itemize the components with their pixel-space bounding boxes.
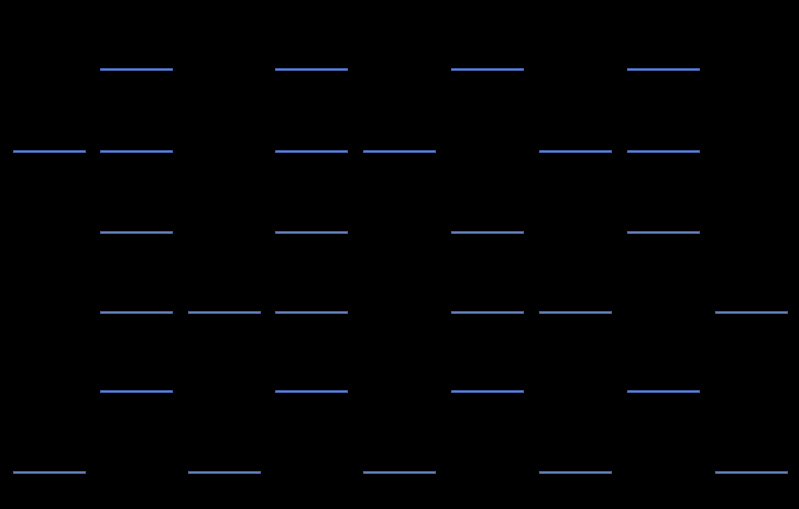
line-segment xyxy=(627,150,700,153)
line-segment xyxy=(275,150,348,153)
line-segment xyxy=(13,471,86,474)
line-segment xyxy=(627,68,700,71)
line-segment xyxy=(539,471,612,474)
line-segment xyxy=(451,68,524,71)
line-segment xyxy=(363,471,436,474)
line-segment xyxy=(275,311,348,314)
line-segment xyxy=(100,311,173,314)
line-segment xyxy=(188,471,261,474)
line-segment xyxy=(451,311,524,314)
line-segment xyxy=(100,390,173,393)
line-segment xyxy=(100,150,173,153)
line-segment xyxy=(715,311,788,314)
line-segment xyxy=(539,150,612,153)
line-segment xyxy=(100,231,173,234)
line-segment xyxy=(715,471,788,474)
line-segment xyxy=(275,68,348,71)
line-segment xyxy=(627,390,700,393)
line-segment xyxy=(363,150,436,153)
line-segment xyxy=(451,231,524,234)
line-segment xyxy=(275,390,348,393)
line-segment xyxy=(275,231,348,234)
line-segment xyxy=(188,311,261,314)
line-segment xyxy=(539,311,612,314)
line-segment xyxy=(627,231,700,234)
line-segment xyxy=(13,150,86,153)
line-segment xyxy=(451,390,524,393)
line-segment xyxy=(100,68,173,71)
